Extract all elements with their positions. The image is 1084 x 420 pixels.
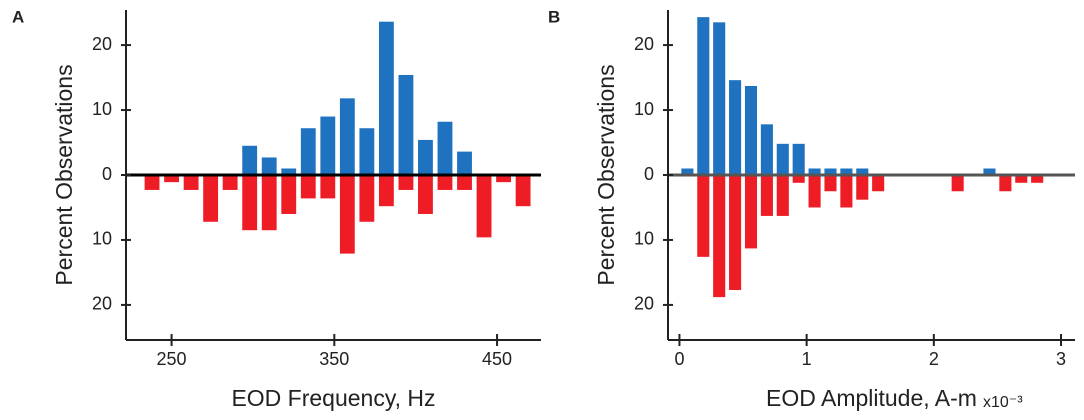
bar xyxy=(339,175,355,254)
bar xyxy=(339,98,355,175)
bar xyxy=(792,143,805,175)
bar xyxy=(398,175,414,190)
y-tick-label: 20 xyxy=(92,294,112,314)
bar xyxy=(183,175,199,190)
bar xyxy=(776,143,789,175)
bar xyxy=(808,175,821,208)
y-tick-label: 10 xyxy=(634,229,654,249)
bar xyxy=(729,80,742,175)
bar xyxy=(840,168,853,175)
bar xyxy=(378,21,394,175)
bar xyxy=(437,175,453,190)
panel-letter: A xyxy=(12,7,24,26)
bar xyxy=(496,175,511,183)
bar xyxy=(222,175,238,190)
bar xyxy=(697,17,710,175)
bar xyxy=(437,121,453,175)
x-axis-label: EOD Frequency, Hz xyxy=(231,385,435,411)
bar xyxy=(776,175,789,216)
bar xyxy=(760,124,773,175)
bar xyxy=(359,128,375,175)
x-multiplier: x10⁻³ xyxy=(983,394,1023,411)
bar xyxy=(999,175,1012,192)
x-tick-label: 0 xyxy=(674,349,684,369)
bar xyxy=(697,175,710,257)
bar xyxy=(320,116,336,175)
bar xyxy=(824,175,837,192)
bar xyxy=(457,151,472,175)
bar xyxy=(713,175,726,298)
bar xyxy=(242,145,258,175)
bar xyxy=(951,175,964,192)
bar xyxy=(203,175,219,222)
bar xyxy=(856,175,869,200)
bar xyxy=(300,175,316,199)
bar xyxy=(856,168,869,175)
bar xyxy=(300,128,316,175)
bar xyxy=(744,86,758,175)
bar xyxy=(840,175,853,208)
bar xyxy=(164,175,179,183)
y-axis-label: Percent Observations xyxy=(51,64,77,285)
x-tick-label: 3 xyxy=(1056,349,1066,369)
bar xyxy=(760,175,773,216)
y-tick-label: 20 xyxy=(634,34,654,54)
y-axis-label: Percent Observations xyxy=(593,64,619,285)
bar xyxy=(378,175,394,207)
bar xyxy=(261,175,277,231)
y-tick-label: 0 xyxy=(102,164,112,184)
bar xyxy=(320,175,336,199)
bar xyxy=(398,74,414,175)
x-tick-label: 2 xyxy=(929,349,939,369)
bar xyxy=(359,175,375,222)
x-tick-label: 350 xyxy=(319,349,349,369)
bar xyxy=(242,175,258,231)
bar xyxy=(744,175,758,249)
y-tick-label: 0 xyxy=(644,164,654,184)
bar xyxy=(681,168,694,175)
bar xyxy=(457,175,472,190)
bar xyxy=(729,175,742,290)
bar xyxy=(261,157,277,175)
bar xyxy=(824,168,837,175)
y-tick-label: 20 xyxy=(634,294,654,314)
bar xyxy=(418,139,433,175)
x-axis-label: EOD Amplitude, A-m xyxy=(766,385,977,411)
y-tick-label: 10 xyxy=(92,99,112,119)
bar xyxy=(792,175,805,183)
x-tick-label: 1 xyxy=(802,349,812,369)
y-tick-label: 20 xyxy=(92,34,112,54)
bar xyxy=(281,175,297,214)
bar xyxy=(144,175,160,190)
bar xyxy=(713,22,726,176)
bar xyxy=(418,175,433,214)
bar xyxy=(476,175,492,238)
bar xyxy=(983,168,996,175)
bar xyxy=(1015,175,1028,183)
bar xyxy=(872,175,885,192)
panel-letter: B xyxy=(548,7,560,26)
y-tick-label: 10 xyxy=(634,99,654,119)
x-tick-label: 450 xyxy=(482,349,512,369)
y-tick-label: 10 xyxy=(92,229,112,249)
bar xyxy=(281,168,297,175)
bar xyxy=(1031,175,1044,183)
bar xyxy=(808,168,821,175)
bar xyxy=(515,175,531,207)
x-tick-label: 250 xyxy=(157,349,187,369)
